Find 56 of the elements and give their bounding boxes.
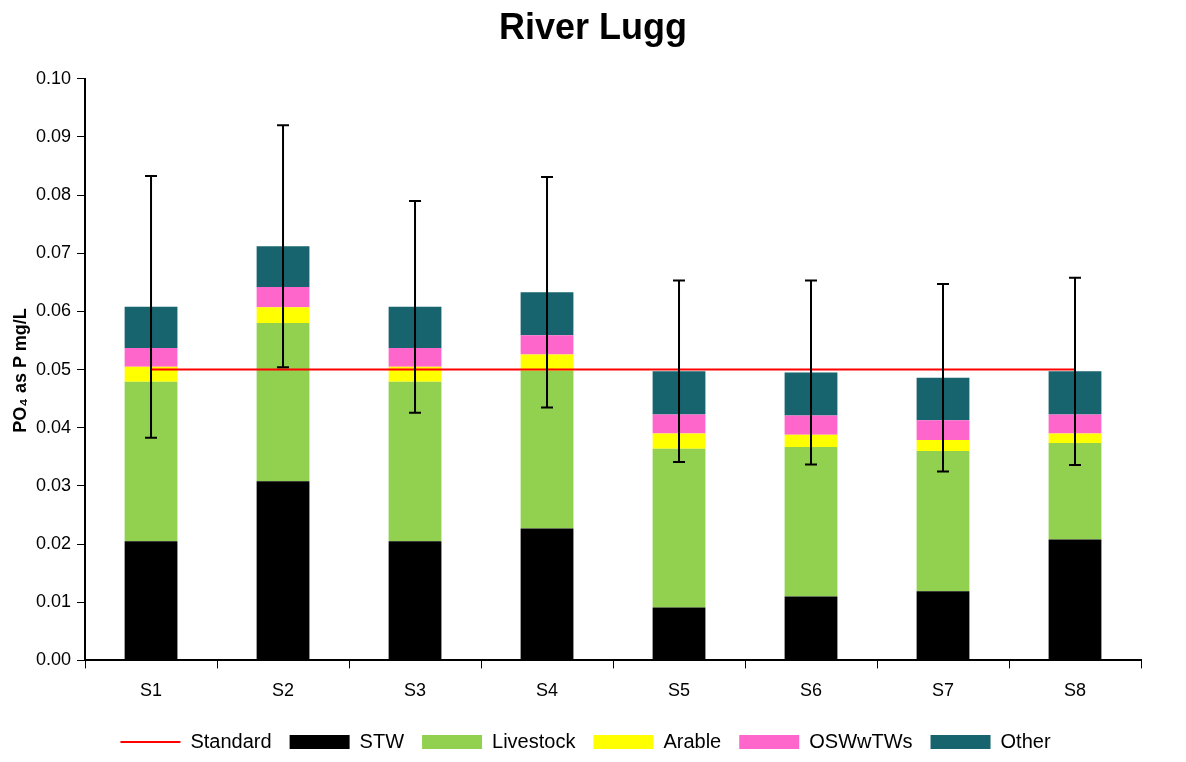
x-tick-label: S1 — [140, 680, 163, 701]
bar — [256, 307, 310, 324]
bar — [388, 306, 442, 349]
bar — [652, 414, 706, 434]
y-tick-label: 0.01 — [35, 591, 72, 612]
y-axis-title: PO₄ as P mg/L — [9, 307, 31, 435]
legend-label: Arable — [663, 729, 722, 752]
bar — [784, 434, 838, 447]
chart-title: River Lugg — [498, 6, 688, 48]
y-tick-label: 0.03 — [35, 474, 72, 495]
legend-label: STW — [359, 729, 405, 752]
bar — [520, 335, 574, 355]
bar — [1048, 371, 1102, 415]
bar — [388, 348, 442, 367]
bar — [916, 439, 970, 452]
y-tick-label: 0.08 — [35, 184, 72, 205]
x-tick-label: S3 — [404, 680, 427, 701]
y-tick-label: 0.06 — [35, 300, 72, 321]
bar — [916, 377, 970, 421]
bar — [1048, 414, 1102, 434]
y-tick-label: 0.09 — [35, 125, 72, 146]
x-tick-label: S6 — [799, 680, 823, 701]
x-tick-label: S8 — [1063, 680, 1087, 701]
bar — [652, 433, 706, 449]
y-tick-label: 0.05 — [35, 358, 72, 379]
bar — [784, 372, 838, 416]
y-tick-label: 0.04 — [35, 416, 72, 437]
y-tick-label: 0.07 — [35, 242, 72, 263]
y-tick-label: 0.10 — [35, 67, 72, 88]
bar — [124, 348, 178, 367]
bar — [1048, 433, 1102, 443]
bar — [784, 446, 838, 597]
bar — [1048, 442, 1102, 540]
bar — [520, 370, 574, 529]
x-tick-label: S5 — [668, 680, 691, 701]
bar — [916, 451, 970, 592]
bar — [784, 415, 838, 435]
x-tick-label: S2 — [272, 680, 295, 701]
bar — [520, 292, 574, 336]
legend-label: OSWwTWs — [809, 729, 913, 752]
bar — [256, 287, 310, 308]
y-tick-label: 0.00 — [35, 649, 72, 670]
bar — [256, 246, 310, 288]
bar — [256, 323, 310, 482]
y-tick-label: 0.02 — [35, 533, 72, 554]
legend-label: Livestock — [492, 729, 577, 752]
bar — [916, 420, 970, 440]
bar — [124, 306, 178, 349]
legend-label: Standard — [190, 729, 272, 752]
bar — [652, 448, 706, 608]
x-tick-label: S4 — [536, 680, 559, 701]
x-tick-label: S7 — [931, 680, 955, 701]
bar — [124, 381, 178, 542]
bar — [652, 371, 706, 415]
legend-label: Other — [1000, 729, 1051, 752]
bar — [388, 381, 442, 542]
